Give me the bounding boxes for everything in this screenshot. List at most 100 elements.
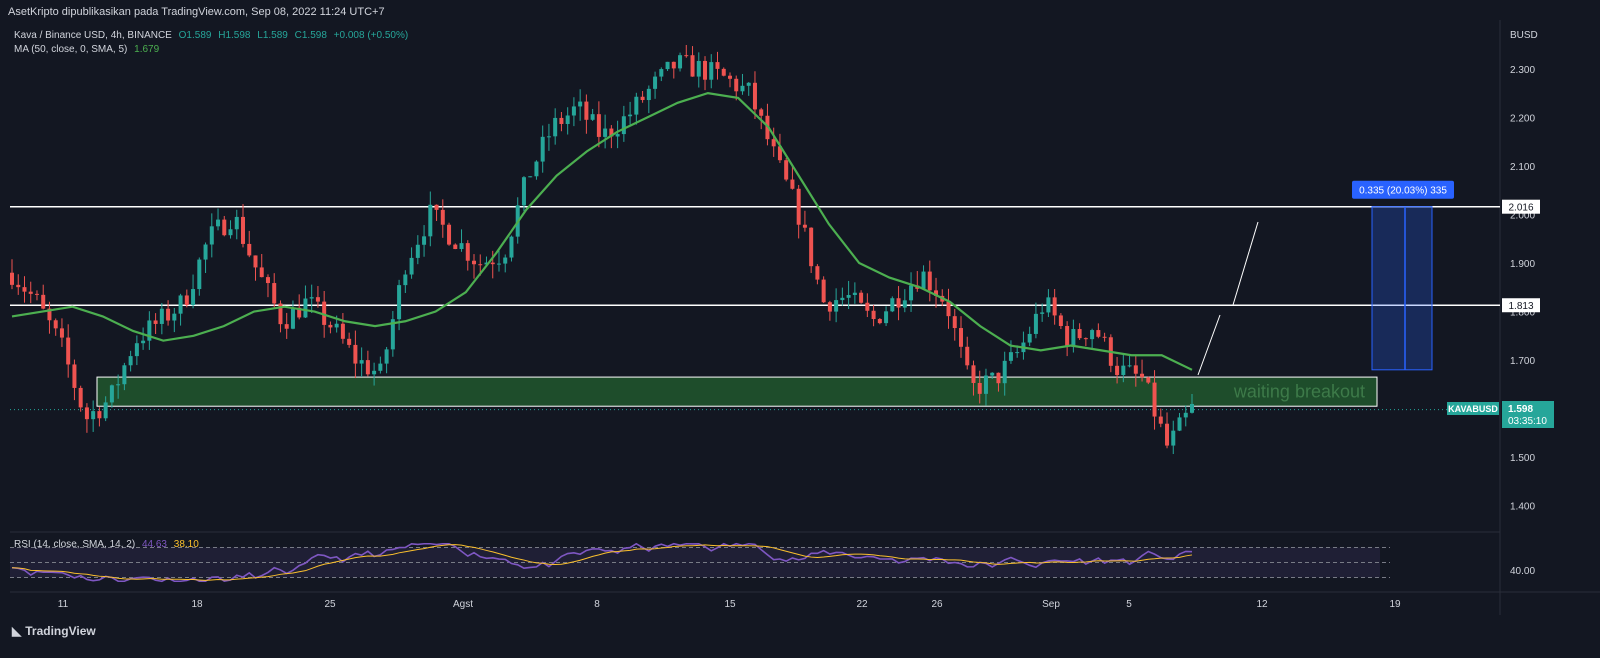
candle-body	[1046, 297, 1051, 313]
ticker-tag	[1447, 402, 1499, 415]
candle-body	[496, 263, 501, 265]
candle-body	[634, 96, 639, 115]
time-tick-label: 25	[324, 599, 336, 610]
candle-body	[540, 136, 545, 162]
candle-body	[877, 319, 882, 324]
candle-body	[727, 75, 732, 79]
candle-body	[1121, 365, 1126, 376]
candle-body	[1127, 365, 1132, 367]
candle-body	[528, 176, 533, 178]
tradingview-logo[interactable]: ◣ TradingView	[12, 624, 100, 638]
candle-body	[740, 85, 745, 92]
candle-body	[852, 292, 857, 296]
candle-body	[615, 134, 620, 137]
candle-body	[821, 279, 826, 303]
candle-body	[659, 69, 664, 77]
candle-body	[553, 117, 558, 137]
rsi-sma-line	[11, 544, 1193, 581]
candle-body	[752, 82, 757, 110]
ohlc-open: O1.589	[178, 30, 212, 41]
candle-body	[1077, 329, 1082, 339]
candle-body	[178, 295, 183, 314]
ohlc-high: H1.598	[218, 30, 251, 41]
candle-body	[278, 303, 283, 325]
projection-arrow	[1232, 221, 1259, 306]
candle-body	[1058, 315, 1063, 327]
time-tick-label: 19	[1389, 599, 1401, 610]
candle-body	[871, 310, 876, 320]
time-tick-label: 11	[58, 599, 69, 610]
candle-body	[952, 316, 957, 329]
candle-body	[340, 323, 345, 339]
countdown-text: 03:35:10	[1508, 416, 1547, 427]
rsi-sma-value: 38.10	[173, 539, 199, 550]
ma-label[interactable]: MA (50, close, 0, SMA, 5)	[14, 44, 128, 55]
candle-body	[22, 287, 27, 292]
candle-body	[578, 101, 583, 107]
candle-body	[403, 274, 408, 286]
candle-body	[909, 285, 914, 301]
candle-body	[534, 161, 539, 177]
symbol-title[interactable]: Kava / Binance USD, 4h, BINANCE	[14, 30, 172, 41]
candle-body	[902, 300, 907, 308]
candle-body	[472, 260, 477, 265]
candle-body	[1027, 333, 1032, 343]
candle-body	[1090, 330, 1095, 340]
price-tick-label: 1.700	[1510, 356, 1535, 367]
time-tick-label: 8	[594, 599, 600, 610]
candle-body	[640, 96, 645, 101]
candle-body	[259, 267, 264, 278]
candle-body	[409, 257, 414, 275]
candle-body	[490, 262, 495, 265]
candle-body	[865, 302, 870, 311]
candle-body	[1002, 360, 1007, 384]
candle-body	[184, 295, 189, 306]
candle-body	[590, 114, 595, 120]
candle-body	[1183, 412, 1188, 418]
last-price-text: 1.598	[1508, 404, 1533, 415]
candle-body	[153, 320, 158, 324]
candle-body	[734, 78, 739, 92]
candle-body	[521, 177, 526, 206]
last-price-tag	[1502, 401, 1554, 428]
candle-body	[465, 243, 470, 261]
candle-body	[434, 204, 439, 210]
candle-body	[790, 179, 795, 189]
zone-text: waiting breakout	[1233, 382, 1365, 402]
candle-body	[1033, 313, 1038, 334]
candle-body	[965, 346, 970, 366]
candle-body	[384, 349, 389, 364]
time-tick-label: Sep	[1042, 599, 1060, 610]
candle-body	[59, 328, 64, 338]
rsi-label[interactable]: RSI (14, close, SMA, 14, 2)	[14, 539, 136, 550]
candle-body	[10, 272, 14, 285]
projection-arrow	[1197, 314, 1221, 376]
candle-body	[203, 244, 208, 260]
candle-body	[1015, 352, 1020, 354]
candle-body	[802, 224, 807, 228]
candle-body	[372, 370, 377, 375]
candle-body	[927, 271, 932, 291]
candle-body	[777, 146, 782, 161]
level-price-text: 2.016	[1508, 203, 1533, 214]
candle-body	[653, 76, 658, 89]
candle-body	[453, 244, 458, 250]
candle-body	[78, 387, 83, 408]
candle-body	[322, 301, 327, 325]
ma-value: 1.679	[134, 44, 160, 55]
candle-body	[216, 219, 221, 227]
candle-body	[546, 136, 551, 138]
candle-body	[721, 68, 726, 76]
candle-body	[1065, 326, 1070, 347]
candle-body	[134, 343, 139, 357]
candle-body	[696, 60, 701, 77]
candle-body	[921, 271, 926, 289]
candle-body	[390, 319, 395, 350]
candle-body	[147, 320, 152, 341]
candle-body	[1140, 373, 1145, 378]
candle-body	[415, 244, 420, 258]
candle-body	[309, 297, 314, 299]
time-tick-label: 18	[191, 599, 203, 610]
candle-body	[628, 114, 633, 117]
